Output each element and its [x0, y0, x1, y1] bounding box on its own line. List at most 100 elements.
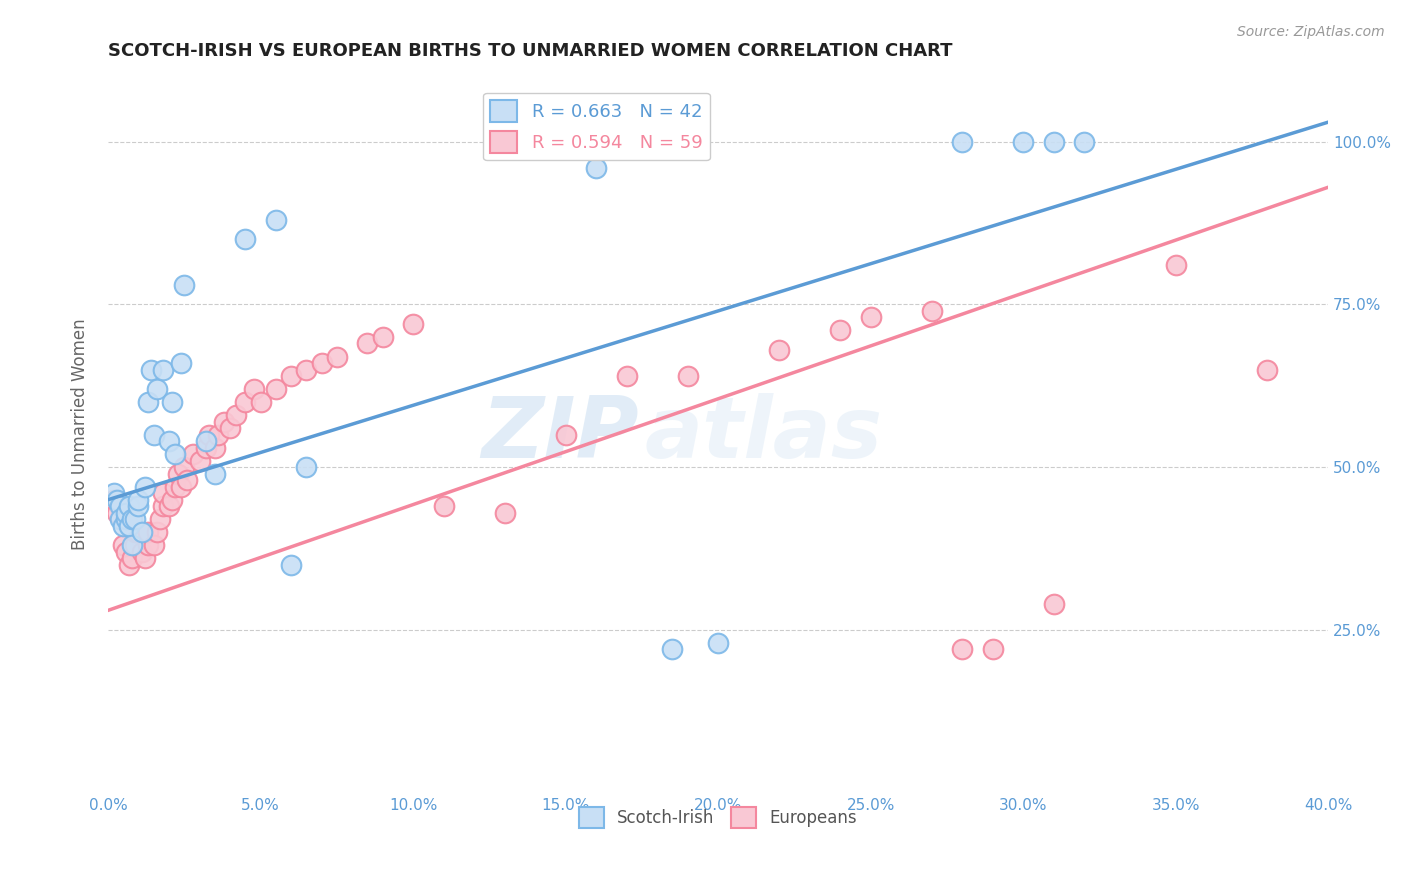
Point: [118, 518, 141, 533]
Point: [402, 317, 425, 331]
Point: [128, 492, 150, 507]
Point: [108, 500, 131, 514]
Point: [131, 545, 153, 559]
Point: [167, 467, 190, 481]
Point: [707, 636, 730, 650]
Point: [149, 512, 172, 526]
Point: [1073, 135, 1095, 149]
Point: [950, 642, 973, 657]
Point: [146, 525, 169, 540]
Point: [212, 415, 235, 429]
Point: [134, 551, 156, 566]
Point: [207, 427, 229, 442]
Point: [225, 408, 247, 422]
Point: [616, 369, 638, 384]
Point: [115, 512, 138, 526]
Point: [280, 369, 302, 384]
Point: [768, 343, 790, 357]
Text: Source: ZipAtlas.com: Source: ZipAtlas.com: [1237, 25, 1385, 39]
Point: [661, 642, 683, 657]
Point: [204, 467, 226, 481]
Point: [264, 212, 287, 227]
Point: [128, 500, 150, 514]
Point: [136, 525, 159, 540]
Text: ZIP: ZIP: [481, 393, 638, 476]
Point: [165, 480, 187, 494]
Point: [1164, 259, 1187, 273]
Point: [136, 395, 159, 409]
Point: [173, 277, 195, 292]
Point: [103, 486, 125, 500]
Point: [188, 453, 211, 467]
Point: [1042, 135, 1064, 149]
Point: [152, 486, 174, 500]
Point: [112, 538, 135, 552]
Point: [160, 492, 183, 507]
Point: [124, 538, 146, 552]
Point: [264, 382, 287, 396]
Point: [115, 545, 138, 559]
Text: SCOTCH-IRISH VS EUROPEAN BIRTHS TO UNMARRIED WOMEN CORRELATION CHART: SCOTCH-IRISH VS EUROPEAN BIRTHS TO UNMAR…: [108, 42, 952, 60]
Point: [249, 395, 271, 409]
Point: [233, 395, 256, 409]
Point: [371, 330, 394, 344]
Point: [128, 525, 150, 540]
Point: [280, 558, 302, 572]
Point: [616, 135, 638, 149]
Point: [121, 551, 143, 566]
Point: [828, 323, 851, 337]
Point: [118, 500, 141, 514]
Point: [859, 310, 882, 325]
Point: [233, 232, 256, 246]
Point: [921, 304, 943, 318]
Point: [152, 362, 174, 376]
Point: [524, 135, 547, 149]
Point: [243, 382, 266, 396]
Point: [142, 427, 165, 442]
Point: [139, 362, 162, 376]
Point: [194, 441, 217, 455]
Point: [121, 512, 143, 526]
Point: [1042, 597, 1064, 611]
Point: [295, 460, 318, 475]
Point: [173, 460, 195, 475]
Point: [554, 427, 576, 442]
Point: [176, 473, 198, 487]
Point: [170, 356, 193, 370]
Point: [311, 356, 333, 370]
Legend: Scotch-Irish, Europeans: Scotch-Irish, Europeans: [572, 801, 863, 834]
Point: [134, 480, 156, 494]
Point: [160, 395, 183, 409]
Point: [950, 135, 973, 149]
Point: [585, 161, 607, 175]
Point: [105, 506, 128, 520]
Point: [108, 512, 131, 526]
Point: [569, 135, 592, 149]
Point: [152, 500, 174, 514]
Point: [326, 350, 349, 364]
Point: [432, 500, 454, 514]
Point: [136, 538, 159, 552]
Y-axis label: Births to Unmarried Women: Births to Unmarried Women: [72, 318, 89, 550]
Point: [219, 421, 242, 435]
Point: [105, 492, 128, 507]
Point: [194, 434, 217, 449]
Point: [124, 525, 146, 540]
Point: [157, 434, 180, 449]
Point: [204, 441, 226, 455]
Point: [157, 500, 180, 514]
Point: [131, 525, 153, 540]
Point: [1012, 135, 1035, 149]
Point: [295, 362, 318, 376]
Point: [183, 447, 205, 461]
Point: [197, 427, 219, 442]
Point: [142, 538, 165, 552]
Point: [124, 512, 146, 526]
Point: [112, 518, 135, 533]
Point: [981, 642, 1004, 657]
Point: [676, 369, 699, 384]
Point: [170, 480, 193, 494]
Point: [494, 506, 516, 520]
Text: atlas: atlas: [645, 393, 883, 476]
Point: [103, 492, 125, 507]
